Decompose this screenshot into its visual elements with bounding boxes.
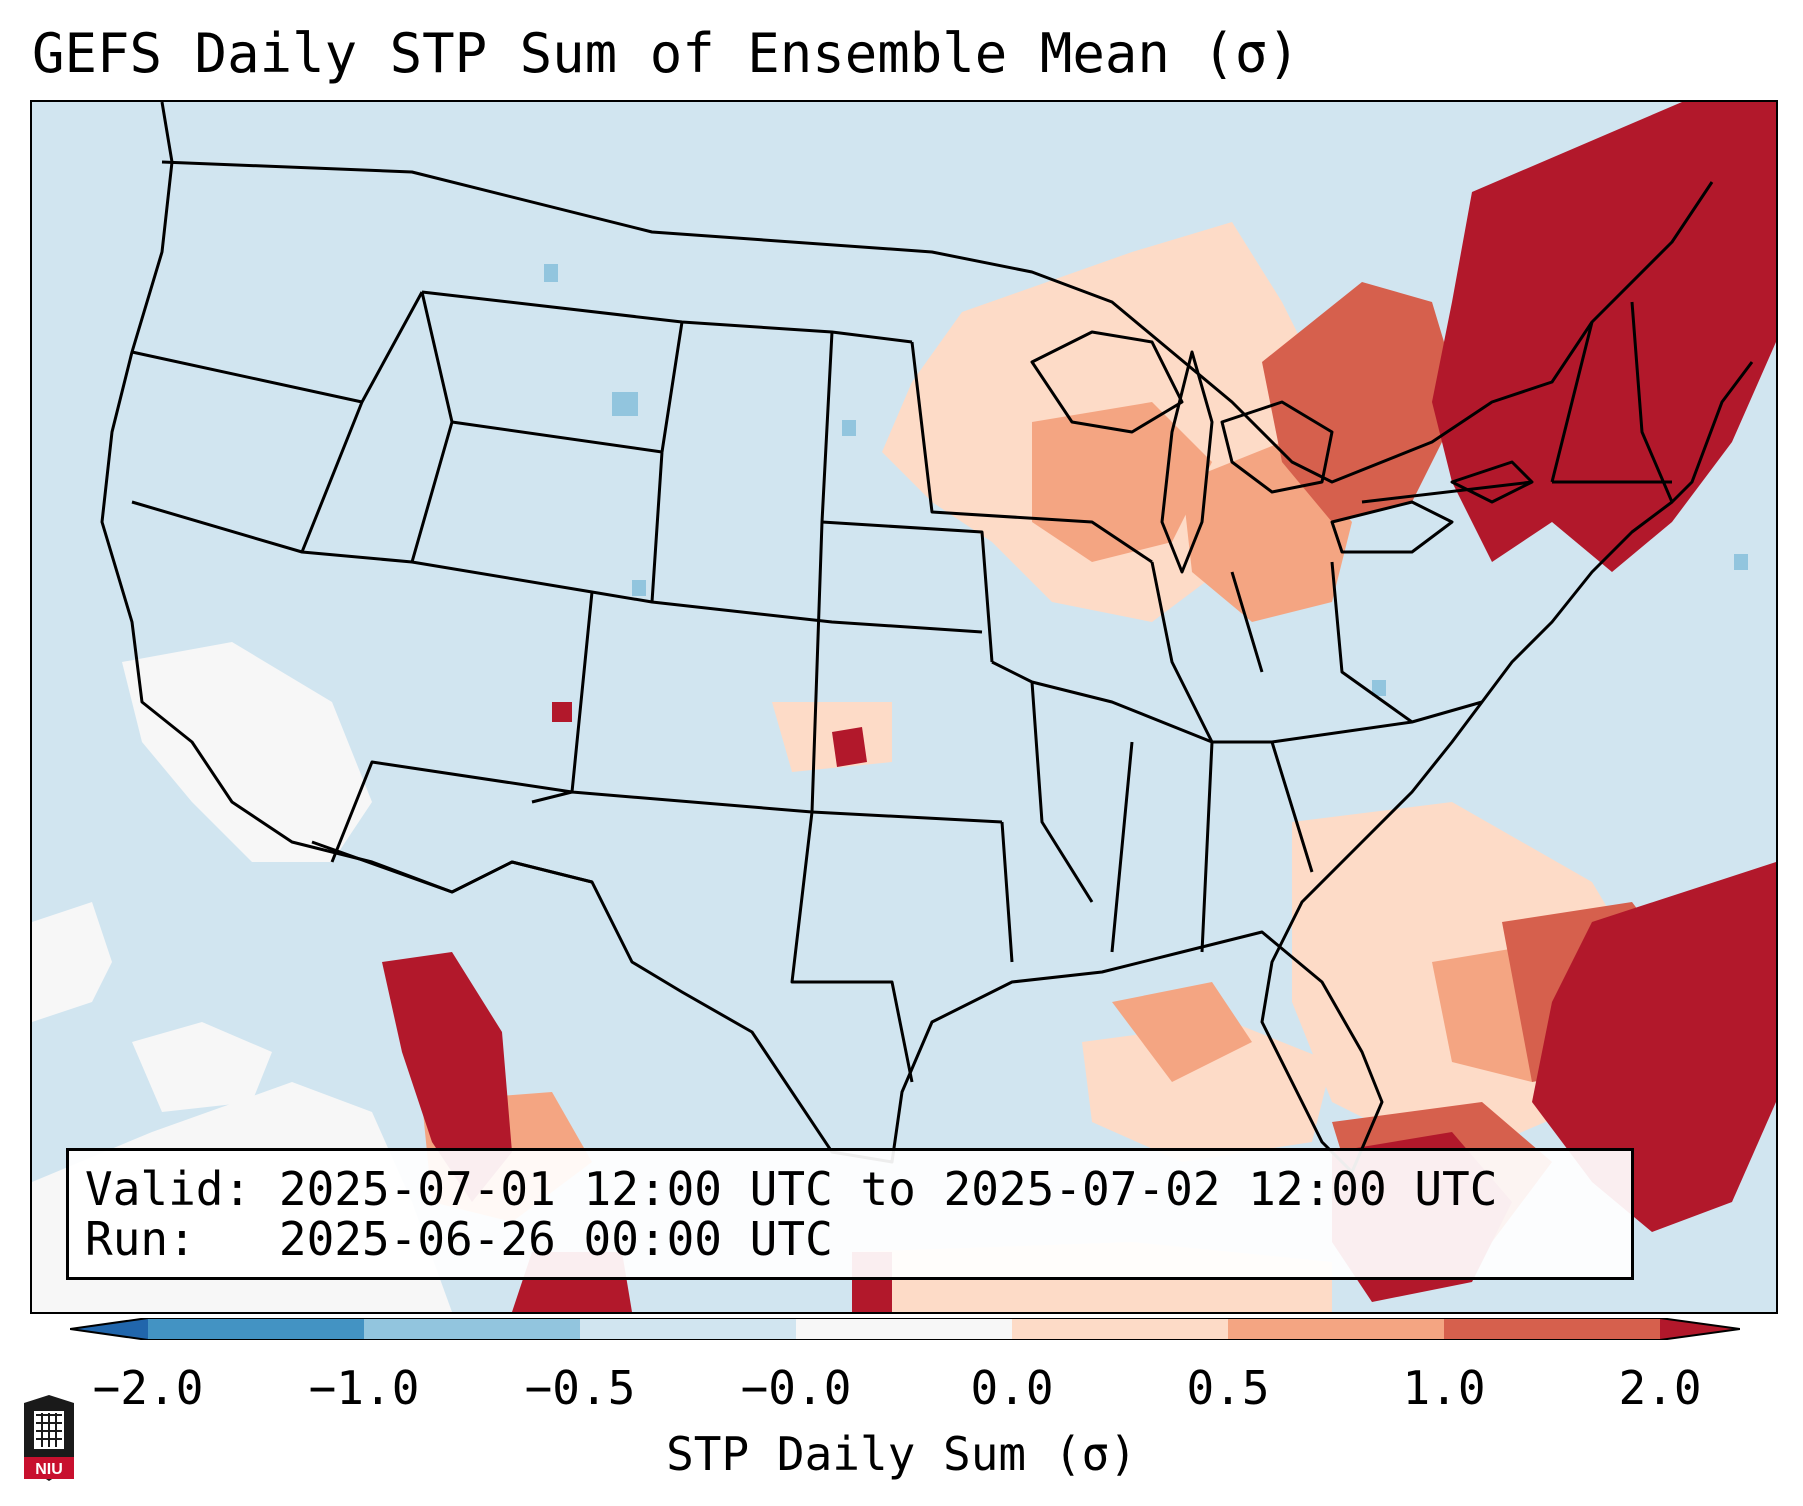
negative-cells (544, 264, 1748, 696)
map-svg (32, 102, 1776, 1312)
colorbar-tick-label: −2.0 (92, 1361, 204, 1415)
colorbar-bin-7 (1444, 1318, 1660, 1340)
run-label: Run: (85, 1212, 196, 1266)
colorbar-bin-2 (364, 1318, 580, 1340)
colorbar-tick-label: 1.0 (1402, 1361, 1486, 1415)
colorbar-bin-4 (796, 1318, 1012, 1340)
political-boundaries (100, 102, 1754, 1174)
valid-line: Valid: 2025-07-01 12:00 UTC to 2025-07-0… (85, 1163, 1497, 1215)
colorbar-label: STP Daily Sum (σ) (666, 1427, 1137, 1481)
run-value: 2025-06-26 00:00 UTC (278, 1212, 833, 1266)
map-panel[interactable] (30, 100, 1778, 1314)
university-shield-icon: NIU (24, 1395, 74, 1481)
colorbar (70, 1318, 1740, 1340)
colorbar-tick-label: −0.0 (740, 1361, 852, 1415)
logo-text: NIU (35, 1461, 63, 1478)
valid-label: Valid: (85, 1162, 252, 1216)
colorbar-tick-label: 0.0 (970, 1361, 1054, 1415)
colorbar-tick-label: 0.5 (1186, 1361, 1270, 1415)
colorbar-bin-1 (148, 1318, 364, 1340)
colorbar-extend-max (1660, 1318, 1740, 1340)
valid-run-info-box: Valid: 2025-07-01 12:00 UTC to 2025-07-0… (66, 1148, 1634, 1280)
colorbar-bin-3 (580, 1318, 796, 1340)
colorbar-tick-label: −0.5 (524, 1361, 636, 1415)
valid-value: 2025-07-01 12:00 UTC to 2025-07-02 12:00… (278, 1162, 1498, 1216)
colorbar-extend-min (70, 1318, 148, 1340)
colorbar-bin-5 (1012, 1318, 1228, 1340)
colorbar-tick-label: −1.0 (308, 1361, 420, 1415)
run-line: Run: 2025-06-26 00:00 UTC (85, 1213, 833, 1265)
map-title: GEFS Daily STP Sum of Ensemble Mean (σ) (32, 22, 1300, 85)
colorbar-tick-label: 2.0 (1618, 1361, 1702, 1415)
colorbar-bin-6 (1228, 1318, 1444, 1340)
